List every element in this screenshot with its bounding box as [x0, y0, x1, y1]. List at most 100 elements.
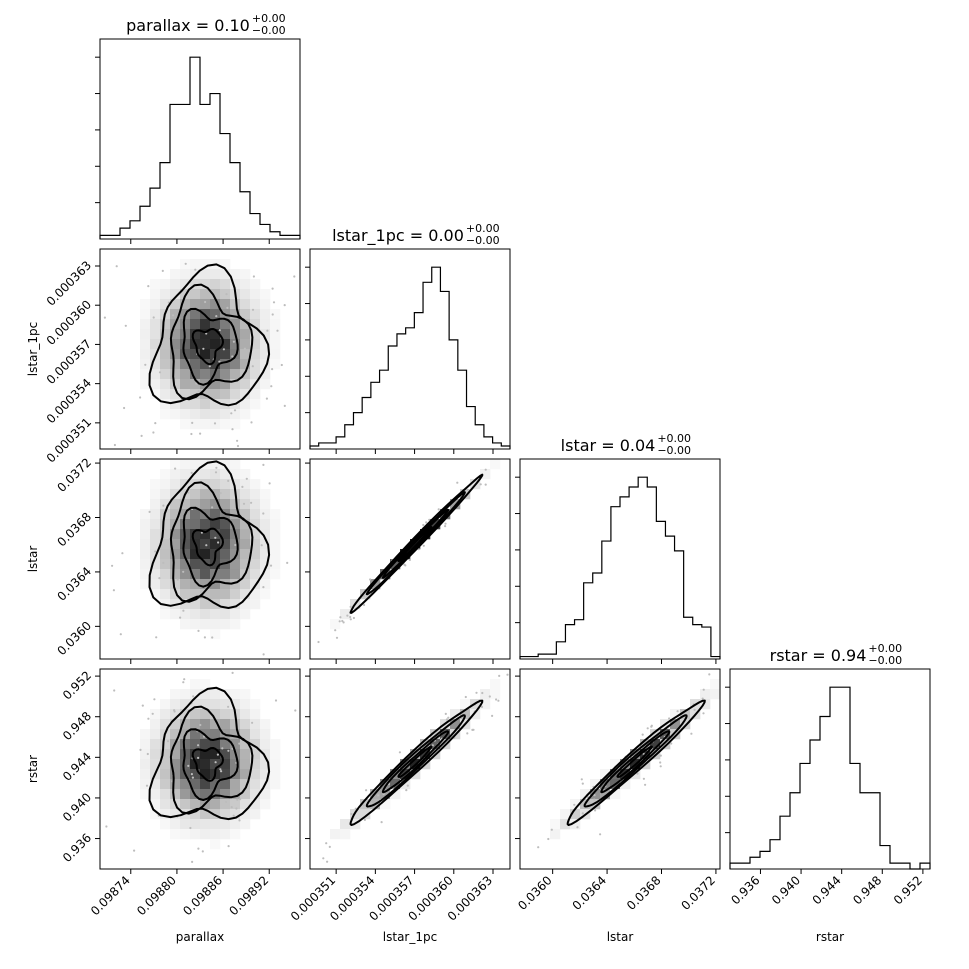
sample-point: [154, 550, 157, 553]
sample-point: [199, 723, 202, 727]
contour-level: [397, 526, 433, 563]
sample-point: [219, 492, 222, 495]
density-cell: [360, 589, 371, 600]
sample-point: [480, 705, 484, 708]
title-lower-error: −0.00: [252, 24, 286, 37]
density-cell: [240, 509, 251, 520]
density-cell: [620, 779, 631, 790]
xtick-label: 0.952: [891, 873, 925, 907]
density-cell: [470, 709, 481, 720]
sample-point: [174, 467, 177, 470]
xlabel-parallax: parallax: [176, 930, 224, 944]
sample-point: [341, 619, 344, 623]
axes-frame: [309, 668, 511, 870]
sample-point: [162, 561, 165, 564]
density-cell: [250, 389, 261, 400]
density-cell: [170, 269, 181, 280]
density-cell: [260, 529, 271, 540]
density-cell: [240, 769, 251, 780]
density-cell: [150, 549, 161, 560]
density-cell: [190, 679, 201, 690]
density-cell: [170, 809, 181, 820]
sample-point: [283, 404, 286, 407]
density-cell: [150, 289, 161, 300]
histogram-lstar_1pc: [309, 266, 511, 449]
sample-point: [197, 629, 200, 632]
contour-level: [148, 263, 271, 407]
sample-point: [271, 287, 274, 290]
sample-point: [216, 753, 219, 756]
density-cell: [150, 379, 161, 390]
density-cell: [230, 699, 241, 710]
density-cell: [190, 709, 201, 720]
sample-point: [250, 501, 253, 504]
density-cell: [240, 789, 251, 800]
density-cell: [250, 489, 261, 500]
sample-point: [498, 674, 501, 677]
sample-point: [236, 798, 239, 801]
density-cell: [210, 299, 221, 310]
sample-point: [271, 368, 274, 371]
density-cell: [150, 319, 161, 330]
sample-point: [251, 308, 255, 311]
density-cell: [160, 529, 171, 540]
density-cell: [250, 349, 261, 360]
density-cell: [140, 309, 151, 320]
density-cell: [170, 789, 181, 800]
density-cell: [220, 359, 231, 370]
density-cell: [190, 369, 201, 380]
density-cell: [190, 769, 201, 780]
density-cell: [190, 309, 201, 320]
density-cell: [610, 759, 621, 770]
density-cell: [150, 749, 161, 760]
title-main: lstar_1pc = 0.00: [332, 226, 464, 246]
sample-point: [173, 709, 176, 712]
sample-point: [362, 594, 366, 597]
density-cell: [180, 779, 191, 790]
contour-level: [182, 728, 239, 801]
density-cell: [180, 279, 191, 290]
sample-point: [250, 421, 253, 424]
density-cell: [200, 599, 211, 610]
sample-point: [322, 857, 325, 860]
sample-point: [123, 406, 126, 410]
density-cell: [180, 719, 191, 730]
sample-point: [668, 717, 671, 720]
sample-point: [245, 477, 248, 480]
density-cell: [680, 709, 691, 720]
density-cell: [190, 599, 201, 610]
contour-level: [566, 699, 706, 826]
density-cell: [220, 529, 231, 540]
sample-point: [147, 717, 150, 720]
density-cell: [170, 389, 181, 400]
sample-point: [238, 819, 241, 822]
title-main: rstar = 0.94: [770, 646, 867, 665]
sample-point: [217, 541, 220, 544]
density-cell: [220, 799, 231, 810]
contour-level: [600, 730, 671, 794]
density-cell: [150, 359, 161, 370]
density-cell: [230, 599, 241, 610]
density-cell: [250, 719, 261, 730]
density-cell: [230, 799, 241, 810]
density-cell: [180, 819, 191, 830]
sample-point: [190, 432, 193, 436]
sample-point: [286, 561, 289, 564]
density-cell: [170, 529, 181, 540]
density-cell: [270, 329, 281, 340]
density-cell: [160, 319, 171, 330]
density-cell: [210, 339, 221, 350]
density-cell: [140, 569, 151, 580]
density-cell: [250, 309, 261, 320]
density-cell: [170, 339, 181, 350]
sample-point: [172, 314, 175, 317]
density-cell: [220, 499, 231, 510]
density-cell: [490, 679, 501, 690]
sample-point: [124, 324, 127, 327]
density-cell: [220, 389, 231, 400]
sample-point: [380, 821, 383, 824]
density-cell: [230, 409, 241, 420]
density-cell: [160, 739, 171, 750]
density-cell: [210, 789, 221, 800]
